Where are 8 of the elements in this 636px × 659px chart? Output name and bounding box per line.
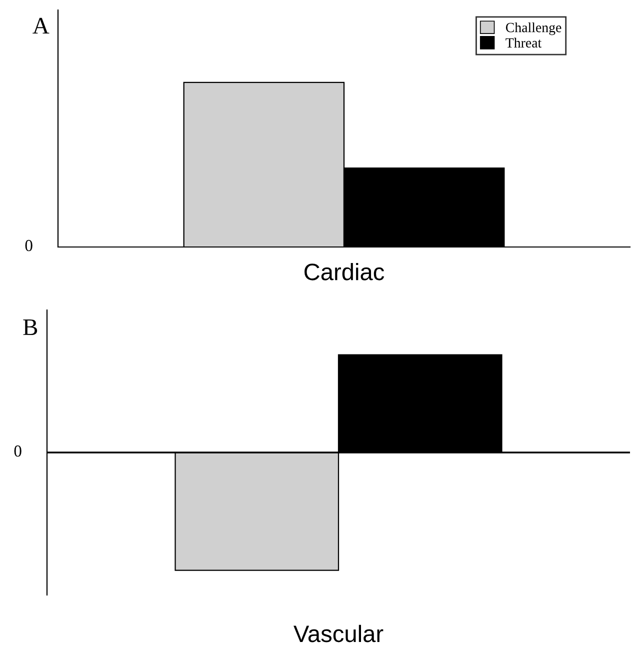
text: 0 — [14, 445, 22, 457]
x-axis-title: Vascular — [294, 624, 384, 642]
legend-label: Threat — [506, 38, 542, 48]
chart-title: A — [32, 18, 50, 34]
chart-title: B — [23, 319, 38, 336]
text: 0 — [25, 240, 32, 252]
x-axis-title: Cardiac — [304, 262, 384, 280]
legend-label: Challenge — [506, 22, 562, 36]
